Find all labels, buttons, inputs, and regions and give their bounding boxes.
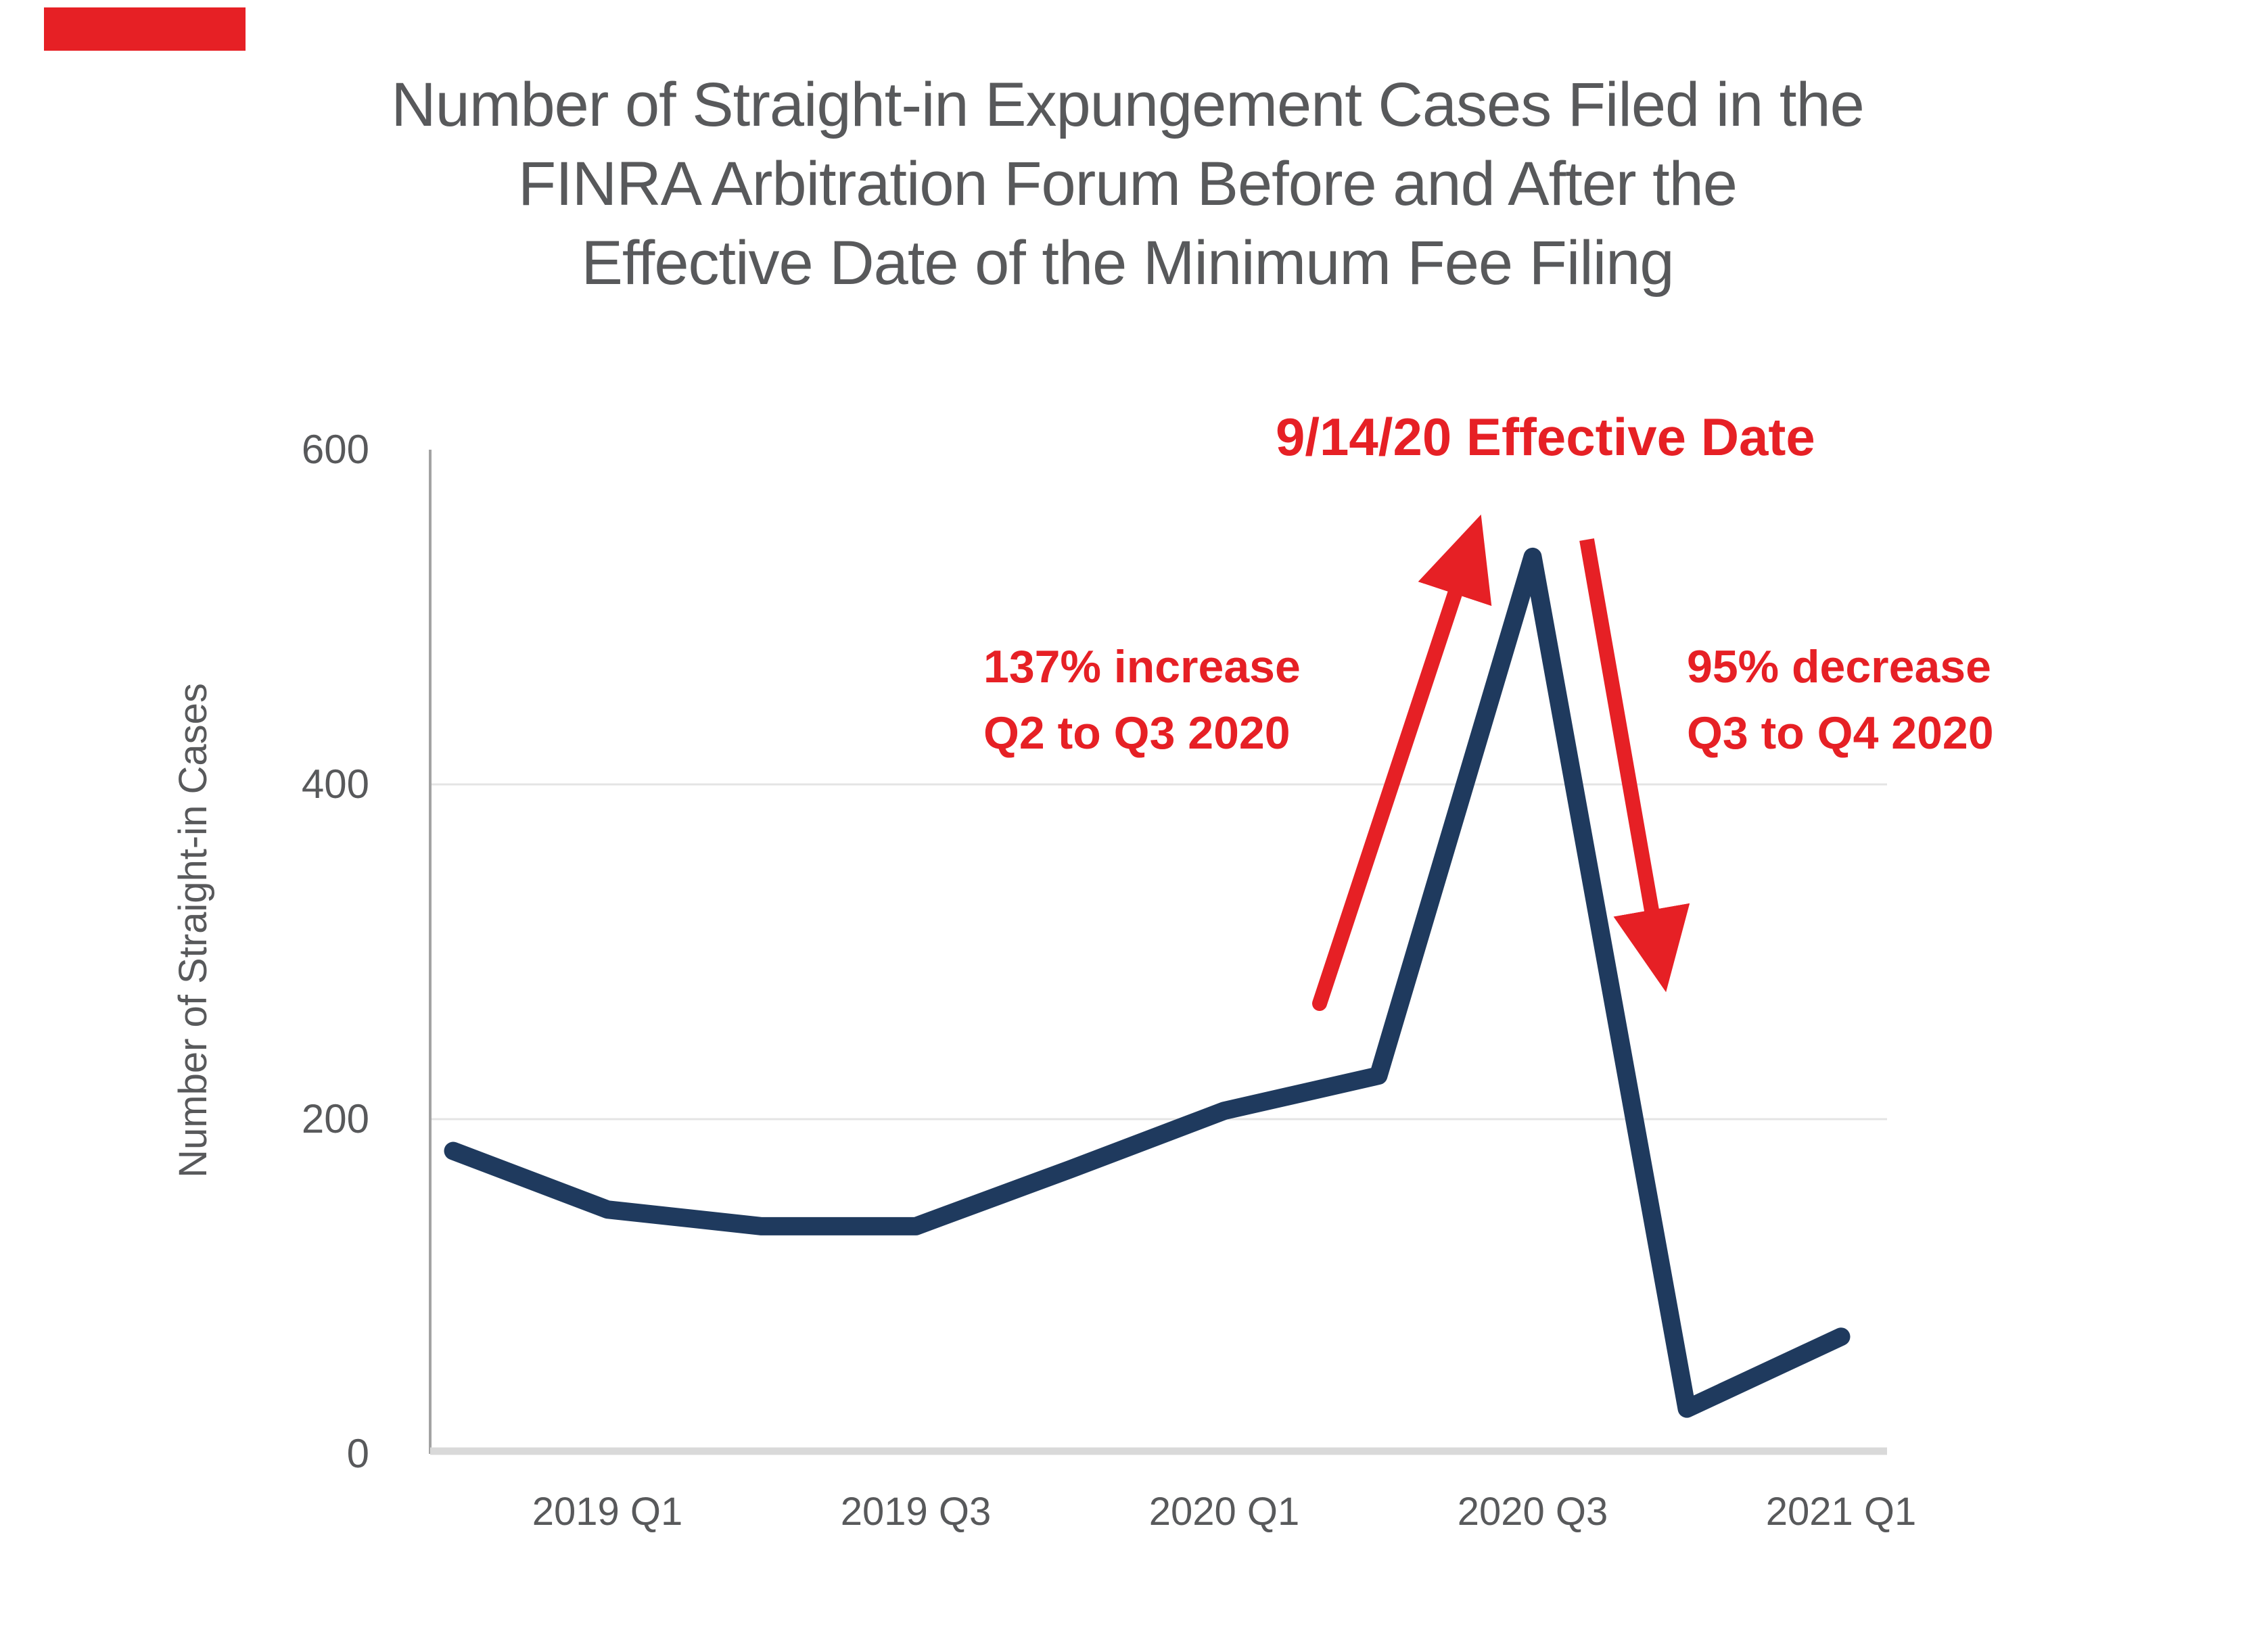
red-accent-bar xyxy=(44,7,246,51)
x-tick-2021q1: 2021 Q1 xyxy=(1765,1490,1917,1534)
increase-annotation-line2: Q2 to Q3 2020 xyxy=(983,707,1291,759)
increase-annotation-line1: 137% increase xyxy=(983,641,1301,692)
chart-title-line1: Number of Straight-in Expungement Cases … xyxy=(391,70,1865,139)
decrease-annotation: 95% decrease Q3 to Q4 2020 xyxy=(1687,634,1994,766)
chart-title: Number of Straight-in Expungement Cases … xyxy=(0,66,2255,303)
decrease-annotation-line1: 95% decrease xyxy=(1687,641,1991,692)
x-tick-2020q1: 2020 Q1 xyxy=(1148,1490,1300,1534)
y-tick-200: 200 xyxy=(301,1096,369,1141)
increase-arrow-icon xyxy=(1312,514,1492,1011)
decrease-arrow-icon xyxy=(1579,538,1690,993)
decrease-annotation-line2: Q3 to Q4 2020 xyxy=(1687,707,1994,759)
y-tick-600: 600 xyxy=(301,427,369,472)
y-tick-0: 0 xyxy=(346,1431,369,1476)
cases-series-line xyxy=(444,547,1851,1418)
x-tick-2020q3: 2020 Q3 xyxy=(1457,1490,1608,1534)
increase-annotation: 137% increase Q2 to Q3 2020 xyxy=(983,634,1301,766)
chart-title-line3: Effective Date of the Minimum Fee Filing xyxy=(581,229,1675,298)
x-tick-2019q1: 2019 Q1 xyxy=(532,1490,683,1534)
y-tick-400: 400 xyxy=(301,761,369,807)
x-tick-2019q3: 2019 Q3 xyxy=(840,1490,992,1534)
effective-date-annotation: 9/14/20 Effective Date xyxy=(1276,407,1815,467)
chart-title-line2: FINRA Arbitration Forum Before and After… xyxy=(518,149,1738,218)
